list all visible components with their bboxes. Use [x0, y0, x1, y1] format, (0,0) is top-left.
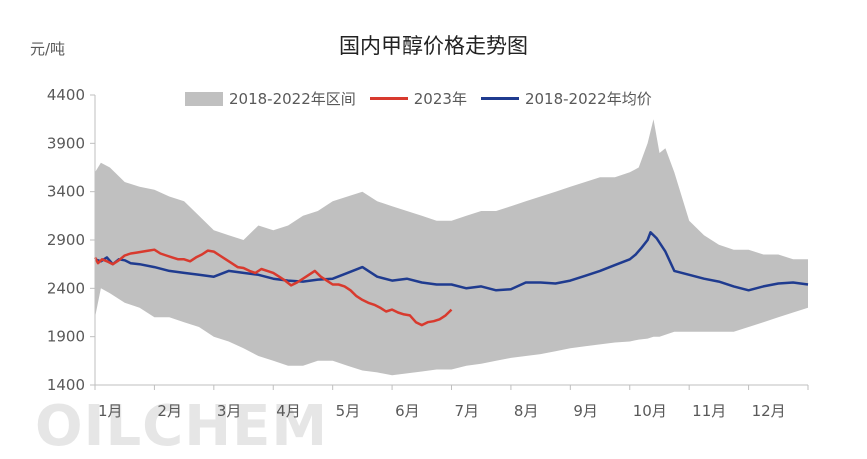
range-band-2018-2022: [95, 119, 808, 376]
watermark-logo: OILCHEM: [35, 394, 329, 459]
series-line-2023: [93, 248, 453, 327]
x-tick-label: 11月: [692, 402, 726, 420]
y-tick-label: 2900: [47, 231, 85, 249]
legend-swatch-range: [185, 91, 223, 106]
x-tick-label: 7月: [455, 402, 480, 420]
series-line-2018-2022-average: [94, 231, 809, 292]
x-tick-label: 3月: [217, 402, 242, 420]
y-tick-label: 3400: [47, 183, 85, 201]
chart-legend: 2018-2022年区间 2023年 2018-2022年均价: [185, 88, 666, 109]
y-tick-label: 2400: [47, 279, 85, 297]
legend-item-2023: 2023年: [369, 88, 467, 109]
y-tick-label: 1400: [47, 376, 85, 394]
chart-title: 国内甲醇价格走势图: [339, 34, 528, 58]
legend-label-range: 2018-2022年区间: [229, 90, 356, 108]
x-tick-label: 8月: [514, 402, 539, 420]
y-axis-unit-label: 元/吨: [30, 40, 66, 58]
y-tick-label: 4400: [47, 86, 85, 104]
x-tick-label: 2月: [157, 402, 182, 420]
x-tick-label: 1月: [98, 402, 123, 420]
x-tick-label: 10月: [633, 402, 667, 420]
x-tick-label: 6月: [395, 402, 420, 420]
legend-swatch-2023: [369, 97, 408, 100]
legend-swatch-average: [480, 97, 519, 100]
x-tick-label: 9月: [573, 402, 598, 420]
x-tick-label: 12月: [752, 402, 786, 420]
legend-label-2023: 2023年: [413, 90, 467, 108]
x-tick-label: 4月: [276, 402, 301, 420]
legend-item-range: 2018-2022年区间: [185, 88, 356, 109]
y-tick-label: 1900: [47, 328, 85, 346]
legend-label-average: 2018-2022年均价: [524, 90, 652, 108]
legend-item-average: 2018-2022年均价: [480, 88, 652, 109]
y-tick-label: 3900: [47, 134, 85, 152]
x-tick-label: 5月: [336, 402, 361, 420]
